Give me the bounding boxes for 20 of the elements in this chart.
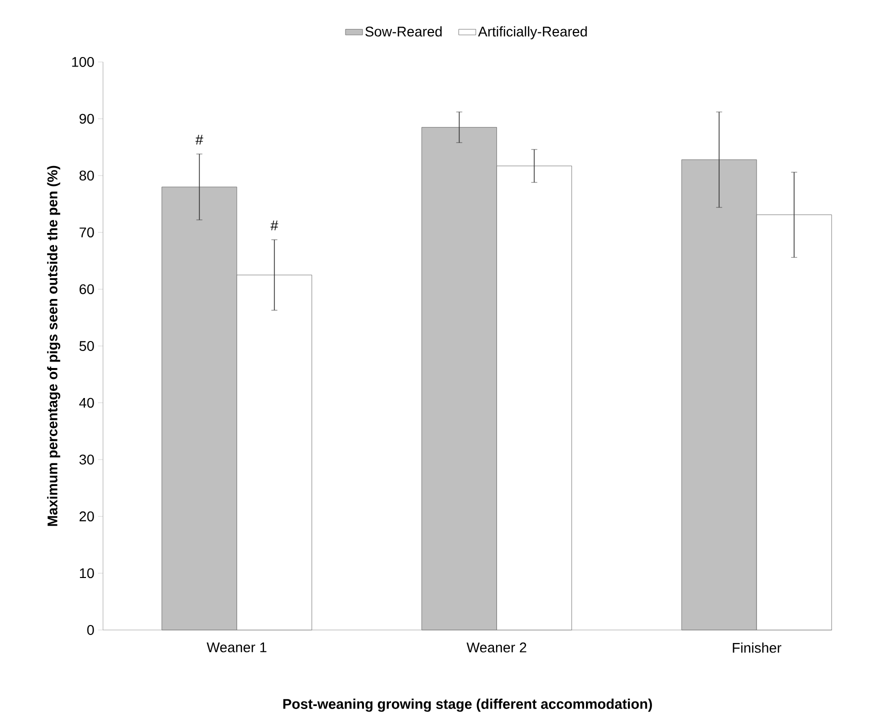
annotation: # xyxy=(196,134,204,144)
y-tick-label: 10 xyxy=(80,568,94,578)
y-tick-label: 50 xyxy=(79,341,94,351)
x-axis-title: Post-weaning growing stage (different accommodation) xyxy=(283,698,652,712)
y-tick-label: 80 xyxy=(80,170,94,181)
x-tick-label: Weaner 2 xyxy=(466,642,526,652)
y-tick-label: 0 xyxy=(87,625,94,635)
y-tick-label: 30 xyxy=(79,454,94,465)
x-tick-label: Finisher xyxy=(732,642,782,653)
annotation: # xyxy=(270,220,278,230)
y-tick-label: 100 xyxy=(72,57,94,67)
legend-label: Artificially-Reared xyxy=(478,26,587,40)
y-tick-label: 20 xyxy=(80,511,94,522)
y-tick-label: 60 xyxy=(80,284,94,294)
y-tick-label: 70 xyxy=(80,227,94,238)
legend-label: Sow-Reared xyxy=(365,26,442,37)
y-tick-label: 40 xyxy=(79,398,94,408)
y-axis-title: Maximum percentage of pigs seen outside the pen (%) xyxy=(47,166,60,526)
x-tick-label: Weaner 1 xyxy=(206,642,266,652)
y-tick-label: 90 xyxy=(80,114,94,124)
